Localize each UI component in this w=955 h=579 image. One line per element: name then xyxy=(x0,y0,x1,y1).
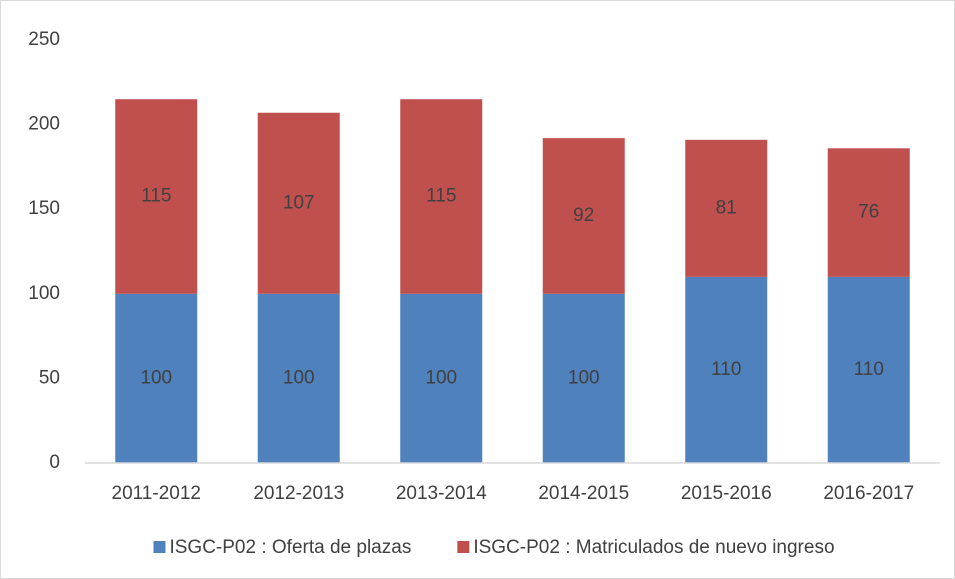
x-tick-label: 2016-2017 xyxy=(823,483,914,504)
data-label: 76 xyxy=(858,202,879,223)
bar-segment xyxy=(542,293,625,463)
y-tick-label: 150 xyxy=(28,198,60,219)
legend-label: ISGC-P02 : Matriculados de nuevo ingreso xyxy=(473,537,834,558)
y-tick-label: 250 xyxy=(28,29,60,50)
y-tick-label: 200 xyxy=(28,114,60,135)
bar-segment xyxy=(542,138,625,294)
legend-swatch xyxy=(457,541,470,553)
data-label: 110 xyxy=(711,359,741,380)
data-label: 100 xyxy=(425,367,457,388)
y-tick-label: 50 xyxy=(39,367,60,388)
bar-segment xyxy=(257,112,340,294)
x-tick-label: 2014-2015 xyxy=(538,483,629,504)
bar-segment xyxy=(400,99,483,294)
bar-segment xyxy=(685,139,768,277)
data-label: 100 xyxy=(283,367,315,388)
data-label: 110 xyxy=(854,359,884,380)
legend-label: ISGC-P02 : Oferta de plazas xyxy=(169,537,411,558)
y-tick-label: 0 xyxy=(49,452,60,473)
data-label: 107 xyxy=(283,192,315,213)
bar-segment xyxy=(827,148,910,277)
bar-segment xyxy=(257,293,340,463)
data-label: 81 xyxy=(716,197,737,218)
y-tick-label: 100 xyxy=(28,283,60,304)
bar-segment xyxy=(400,293,483,463)
data-label: 92 xyxy=(573,205,594,226)
x-tick-label: 2012-2013 xyxy=(253,483,344,504)
data-label: 115 xyxy=(141,186,171,207)
bar-segment xyxy=(115,99,198,294)
x-tick-label: 2011-2012 xyxy=(112,483,201,504)
data-label: 100 xyxy=(140,367,172,388)
bar-segment xyxy=(115,293,198,463)
bar-segment xyxy=(685,276,768,463)
data-label: 100 xyxy=(568,367,600,388)
legend-swatch xyxy=(153,541,166,553)
x-tick-label: 2013-2014 xyxy=(396,483,487,504)
bar-segment xyxy=(827,276,910,463)
x-tick-label: 2015-2016 xyxy=(681,483,772,504)
data-label: 115 xyxy=(426,186,456,207)
